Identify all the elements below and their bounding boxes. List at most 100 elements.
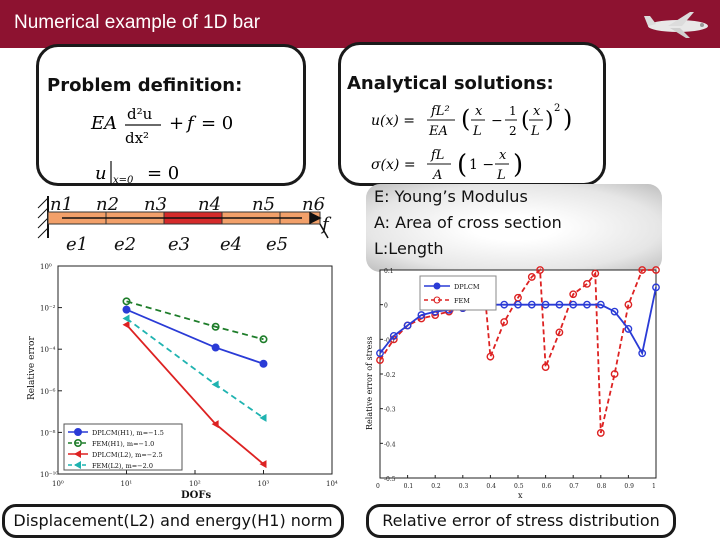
problem-definition-label: Problem definition: <box>47 75 243 96</box>
airplane-logo-icon <box>644 12 708 38</box>
x-tick-label: 0 <box>376 483 380 490</box>
svg-text:A: A <box>432 168 442 183</box>
y-axis-label: Relative error of stress <box>365 336 374 430</box>
definition-l: L:Length <box>374 239 444 258</box>
svg-text:2: 2 <box>554 103 560 114</box>
data-point <box>259 359 268 368</box>
legend-label: FEM(L2), m=−2.0 <box>92 462 153 470</box>
series-line <box>379 287 657 356</box>
definition-a: A: Area of cross section <box>374 213 562 232</box>
svg-text:σ(x) =: σ(x) = <box>371 157 416 173</box>
y-tick-label: 0.1 <box>384 268 394 275</box>
caption-left: Displacement(L2) and energy(H1) norm <box>2 504 344 538</box>
svg-text:1: 1 <box>509 104 517 118</box>
svg-text:x: x <box>475 104 483 119</box>
y-tick-label: 10⁻⁸ <box>40 429 56 437</box>
y-tick-label: 0 <box>384 303 388 310</box>
node-label: n5 <box>252 194 275 215</box>
svg-text:dx²: dx² <box>125 129 149 147</box>
data-point <box>122 305 131 314</box>
analytical-equations: u(x) = fL² EA ( x L − 1 2 ( x L ) 2 ) σ(… <box>371 103 572 183</box>
svg-text:): ) <box>545 108 554 133</box>
data-point <box>569 300 578 309</box>
y-tick-label: -0.2 <box>384 372 396 379</box>
data-point <box>211 420 219 429</box>
data-point <box>122 297 131 306</box>
x-tick-label: 10⁰ <box>52 480 64 488</box>
data-point <box>500 300 509 309</box>
svg-text:fL²: fL² <box>430 104 450 119</box>
analytical-solutions-label: Analytical solutions: <box>347 73 554 94</box>
data-point <box>122 320 130 329</box>
x-axis-label: DOFs <box>181 490 211 498</box>
node-label: n3 <box>144 194 167 215</box>
data-point <box>259 335 268 344</box>
caption-right: Relative error of stress distribution <box>366 504 676 538</box>
series-line <box>379 268 656 434</box>
definition-e: E: Young’s Modulus <box>374 187 528 206</box>
data-point <box>74 461 81 469</box>
node-label: n2 <box>96 194 119 215</box>
y-tick-label: 10⁻² <box>40 305 56 313</box>
x-tick-label: 1 <box>652 483 656 490</box>
data-point <box>541 363 550 371</box>
svg-text:x=0: x=0 <box>113 175 134 186</box>
svg-text:+: + <box>169 113 184 134</box>
y-tick-label: -0.3 <box>384 407 396 414</box>
series-line <box>126 300 264 341</box>
y-axis-label: Relative error <box>27 336 37 400</box>
data-point <box>74 450 81 458</box>
y-tick-label: 10⁻⁶ <box>40 388 56 396</box>
data-point <box>122 314 130 323</box>
x-tick-label: 0.8 <box>597 483 607 490</box>
element-label: e3 <box>168 234 190 255</box>
x-axis-label: x <box>518 491 523 500</box>
x-tick-label: 0.7 <box>569 483 579 490</box>
legend-label: DPLCM(H1), m=−1.5 <box>92 429 164 437</box>
data-point <box>555 300 564 309</box>
data-point <box>486 352 495 361</box>
data-point <box>652 283 660 292</box>
svg-text:EA: EA <box>90 113 117 134</box>
svg-text:u(x) =: u(x) = <box>371 113 415 129</box>
data-point <box>211 380 219 389</box>
svg-text:= 0: = 0 <box>147 163 179 184</box>
series <box>122 297 268 344</box>
legend-label: FEM <box>454 297 470 305</box>
data-point <box>624 300 633 309</box>
analytical-solutions-box: Analytical solutions: u(x) = fL² EA ( x … <box>338 42 606 186</box>
x-tick-label: 0.1 <box>404 483 414 490</box>
y-tick-label: 10⁻⁴ <box>40 346 56 354</box>
data-point <box>514 300 522 309</box>
legend-marker <box>433 296 441 304</box>
svg-text:L: L <box>530 124 540 139</box>
svg-text:−: − <box>491 113 503 129</box>
data-point <box>403 321 412 330</box>
element-label: e2 <box>114 234 136 255</box>
y-tick-label: 10⁻¹⁰ <box>40 471 58 479</box>
governing-equation: EA d²u dx² + f = 0 u x=0 = 0 <box>90 105 233 186</box>
x-tick-label: 0.9 <box>624 483 634 490</box>
data-point <box>211 322 220 331</box>
svg-text:L: L <box>496 168 506 183</box>
x-tick-label: 10³ <box>258 480 270 488</box>
legend-label: FEM(H1), m=−1.0 <box>92 440 154 448</box>
legend: DPLCM FEM <box>419 275 497 311</box>
series <box>376 266 660 437</box>
legend-label: DPLCM(L2), m=−2.5 <box>92 451 163 459</box>
data-point <box>638 349 647 358</box>
svg-text:x: x <box>499 148 507 163</box>
data-point <box>73 439 82 448</box>
svg-text:(: ( <box>521 108 530 133</box>
data-point <box>536 266 544 274</box>
svg-text:d²u: d²u <box>127 105 153 123</box>
data-point <box>376 349 384 358</box>
legend-label: DPLCM <box>454 283 480 291</box>
x-tick-label: 0.3 <box>459 483 469 490</box>
data-point <box>259 460 267 469</box>
series <box>122 314 267 422</box>
legend-frame <box>63 423 183 471</box>
svg-text:f: f <box>185 113 197 134</box>
title-bar: Numerical example of 1D bar <box>0 0 720 48</box>
data-point <box>596 429 605 437</box>
